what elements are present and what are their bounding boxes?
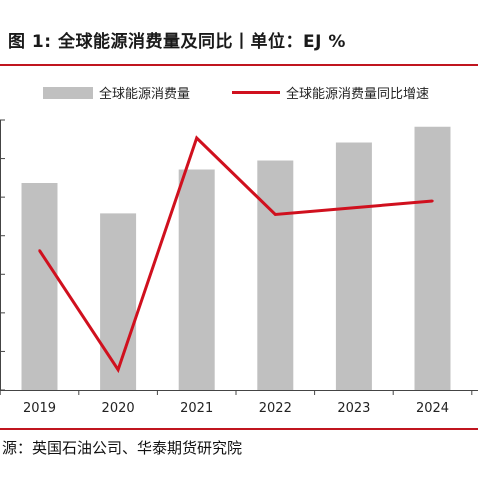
bar-2024 bbox=[414, 126, 451, 390]
legend-label-bar: 全球能源消费量 bbox=[99, 87, 191, 102]
legend-label-line: 全球能源消费量同比增速 bbox=[286, 87, 430, 102]
x-tick-label-2021: 2021 bbox=[180, 401, 213, 416]
x-tick-label-2022: 2022 bbox=[259, 401, 292, 416]
source-note: 源：英国石油公司、华泰期货研究院 bbox=[2, 439, 243, 457]
bar-2023 bbox=[335, 142, 372, 390]
legend-item-line: 全球能源消费量同比增速 bbox=[232, 83, 429, 102]
growth-line bbox=[38, 135, 433, 374]
bar-2022 bbox=[257, 160, 294, 390]
growth-point-2021 bbox=[195, 136, 198, 140]
title-rule bbox=[0, 64, 478, 66]
legend-swatch-bar bbox=[43, 86, 93, 99]
growth-point-2022 bbox=[274, 213, 277, 216]
growth-point-2020 bbox=[116, 368, 120, 371]
x-tick-label-2019: 2019 bbox=[23, 401, 56, 416]
x-tick-labels: 2019 2020 2021 2022 2023 2024 bbox=[23, 401, 449, 416]
growth-point-2019 bbox=[38, 249, 41, 252]
legend-item-bar: 全球能源消费量 bbox=[43, 83, 190, 102]
bar-series bbox=[21, 126, 451, 390]
legend-swatch-line bbox=[232, 91, 280, 94]
x-tick-label-2024: 2024 bbox=[416, 401, 449, 416]
bar-2021 bbox=[178, 169, 215, 390]
x-tick-label-2023: 2023 bbox=[337, 401, 370, 416]
figure-title: 图 1: 全球能源消费量及同比丨单位：EJ % bbox=[8, 32, 346, 52]
legend: 全球能源消费量 全球能源消费量同比增速 bbox=[0, 83, 478, 103]
x-tick-label-2020: 2020 bbox=[102, 401, 135, 416]
bottom-rule bbox=[0, 428, 478, 430]
growth-point-2023 bbox=[352, 206, 356, 209]
line-series bbox=[38, 135, 434, 374]
bar-2020 bbox=[100, 213, 137, 390]
bar-2019 bbox=[21, 183, 58, 390]
axis-layer bbox=[0, 119, 478, 395]
growth-point-2024 bbox=[431, 199, 434, 203]
